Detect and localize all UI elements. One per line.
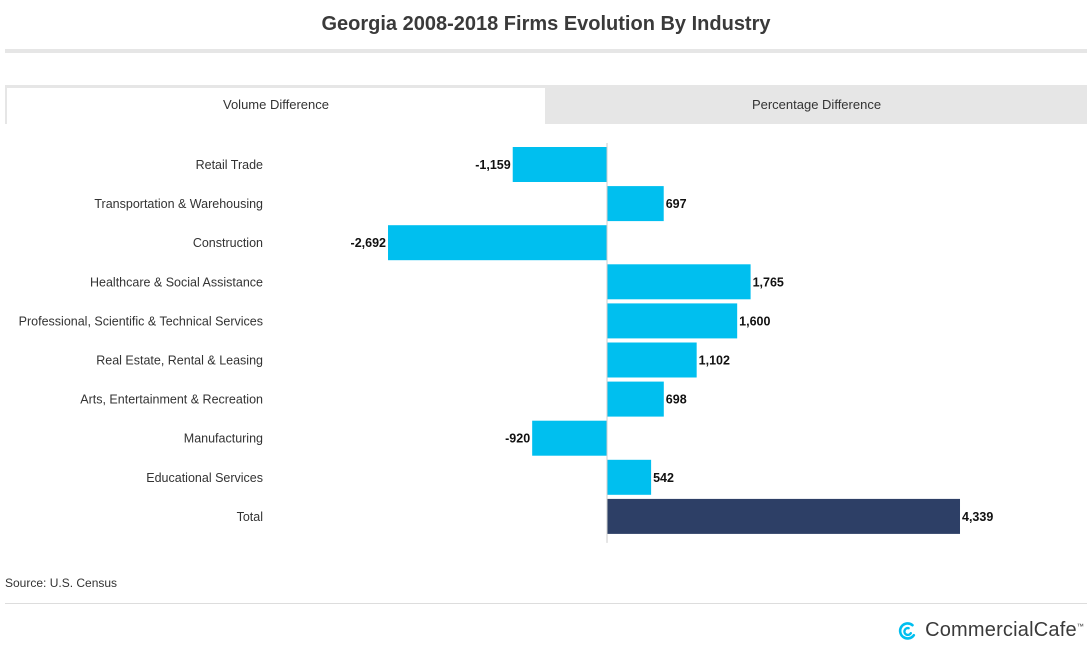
chart-title: Georgia 2008-2018 Firms Evolution By Ind… — [321, 13, 771, 35]
data-label: 1,600 — [739, 314, 770, 328]
category-label: Transportation & Warehousing — [94, 197, 263, 211]
data-label: 1,102 — [699, 354, 730, 368]
category-label: Retail Trade — [196, 158, 263, 172]
category-label: Manufacturing — [184, 432, 263, 446]
bar[interactable] — [388, 225, 608, 261]
data-label: 4,339 — [962, 510, 993, 524]
footer-divider — [5, 603, 1087, 604]
category-label: Educational Services — [146, 471, 263, 485]
bar[interactable] — [607, 459, 652, 495]
bar[interactable] — [607, 303, 738, 339]
bar[interactable] — [607, 264, 751, 300]
category-label: Professional, Scientific & Technical Ser… — [19, 314, 263, 328]
tab-bar: Volume Difference Percentage Difference — [5, 85, 1087, 124]
bar-total[interactable] — [607, 498, 961, 534]
bar[interactable] — [512, 147, 608, 182]
category-label: Total — [237, 510, 263, 524]
brand-trademark: ™ — [1076, 623, 1084, 631]
commercialcafe-logo-icon — [898, 621, 916, 640]
tab-percentage-difference[interactable]: Percentage Difference — [546, 85, 1087, 124]
brand-logo[interactable]: CommercialCafe™ — [897, 619, 1084, 642]
category-label: Arts, Entertainment & Recreation — [80, 393, 263, 407]
category-label: Construction — [193, 236, 263, 250]
category-label: Healthcare & Social Assistance — [90, 275, 263, 289]
tab-volume-difference[interactable]: Volume Difference — [7, 88, 545, 124]
bar[interactable] — [607, 342, 697, 378]
bar-chart: Retail Trade -1,159 Transportation & Wareh… — [19, 143, 993, 543]
brand-name: CommercialCafe™ — [925, 619, 1084, 641]
category-label: Real Estate, Rental & Leasing — [96, 354, 263, 368]
title-divider — [5, 49, 1087, 53]
bar[interactable] — [607, 186, 664, 222]
bar[interactable] — [607, 381, 664, 417]
data-label: 1,765 — [753, 275, 784, 289]
data-label: 542 — [653, 471, 674, 485]
data-label: 697 — [666, 197, 687, 211]
bar[interactable] — [532, 420, 608, 456]
data-label: 698 — [666, 393, 687, 407]
data-label: -1,159 — [475, 158, 510, 172]
data-label: -920 — [505, 432, 530, 446]
data-label: -2,692 — [351, 236, 386, 250]
source-note: Source: U.S. Census — [5, 576, 118, 590]
